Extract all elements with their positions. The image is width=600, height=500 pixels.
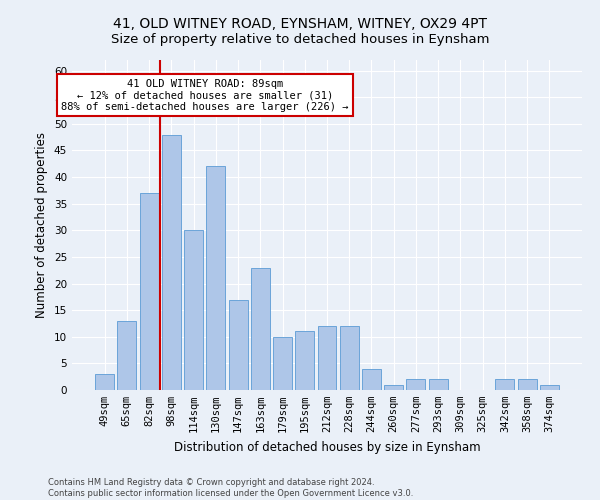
Text: Contains HM Land Registry data © Crown copyright and database right 2024.
Contai: Contains HM Land Registry data © Crown c… bbox=[48, 478, 413, 498]
Y-axis label: Number of detached properties: Number of detached properties bbox=[35, 132, 49, 318]
Bar bbox=[229, 300, 248, 390]
Bar bbox=[273, 337, 292, 390]
Bar bbox=[496, 380, 514, 390]
Text: 41 OLD WITNEY ROAD: 89sqm
← 12% of detached houses are smaller (31)
88% of semi-: 41 OLD WITNEY ROAD: 89sqm ← 12% of detac… bbox=[61, 78, 349, 112]
Bar bbox=[251, 268, 270, 390]
Text: 41, OLD WITNEY ROAD, EYNSHAM, WITNEY, OX29 4PT: 41, OLD WITNEY ROAD, EYNSHAM, WITNEY, OX… bbox=[113, 18, 487, 32]
Bar bbox=[429, 380, 448, 390]
Bar bbox=[340, 326, 359, 390]
Bar bbox=[162, 134, 181, 390]
Bar bbox=[95, 374, 114, 390]
Bar bbox=[518, 380, 536, 390]
X-axis label: Distribution of detached houses by size in Eynsham: Distribution of detached houses by size … bbox=[173, 440, 481, 454]
Bar bbox=[184, 230, 203, 390]
Bar bbox=[118, 321, 136, 390]
Bar bbox=[406, 380, 425, 390]
Text: Size of property relative to detached houses in Eynsham: Size of property relative to detached ho… bbox=[111, 32, 489, 46]
Bar bbox=[384, 384, 403, 390]
Bar bbox=[540, 384, 559, 390]
Bar bbox=[362, 368, 381, 390]
Bar bbox=[317, 326, 337, 390]
Bar bbox=[295, 332, 314, 390]
Bar bbox=[206, 166, 225, 390]
Bar bbox=[140, 193, 158, 390]
